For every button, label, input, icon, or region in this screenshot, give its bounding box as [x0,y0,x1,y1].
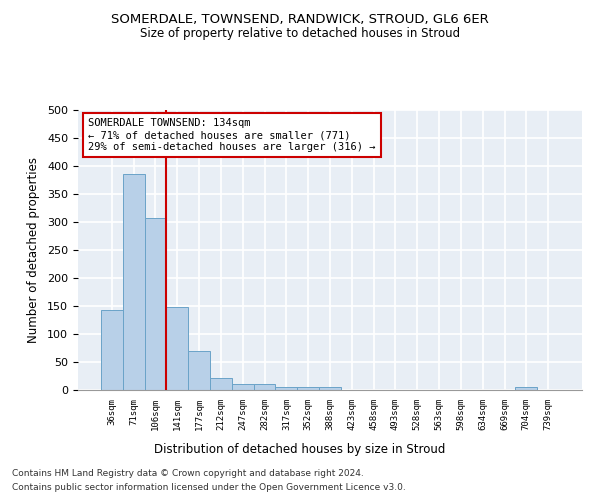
Bar [145,218,166,390]
Bar [188,351,210,390]
Bar [166,306,188,390]
Bar [254,384,275,390]
Bar [123,174,145,390]
Text: Contains public sector information licensed under the Open Government Licence v3: Contains public sector information licen… [12,484,406,492]
Bar [232,384,254,390]
Text: Size of property relative to detached houses in Stroud: Size of property relative to detached ho… [140,28,460,40]
Text: SOMERDALE TOWNSEND: 134sqm
← 71% of detached houses are smaller (771)
29% of sem: SOMERDALE TOWNSEND: 134sqm ← 71% of deta… [88,118,376,152]
Bar [319,387,341,390]
Bar [275,387,297,390]
Bar [101,310,123,390]
Text: SOMERDALE, TOWNSEND, RANDWICK, STROUD, GL6 6ER: SOMERDALE, TOWNSEND, RANDWICK, STROUD, G… [111,12,489,26]
Text: Contains HM Land Registry data © Crown copyright and database right 2024.: Contains HM Land Registry data © Crown c… [12,468,364,477]
Y-axis label: Number of detached properties: Number of detached properties [27,157,40,343]
Bar [297,387,319,390]
Text: Distribution of detached houses by size in Stroud: Distribution of detached houses by size … [154,442,446,456]
Bar [515,387,537,390]
Bar [210,378,232,390]
